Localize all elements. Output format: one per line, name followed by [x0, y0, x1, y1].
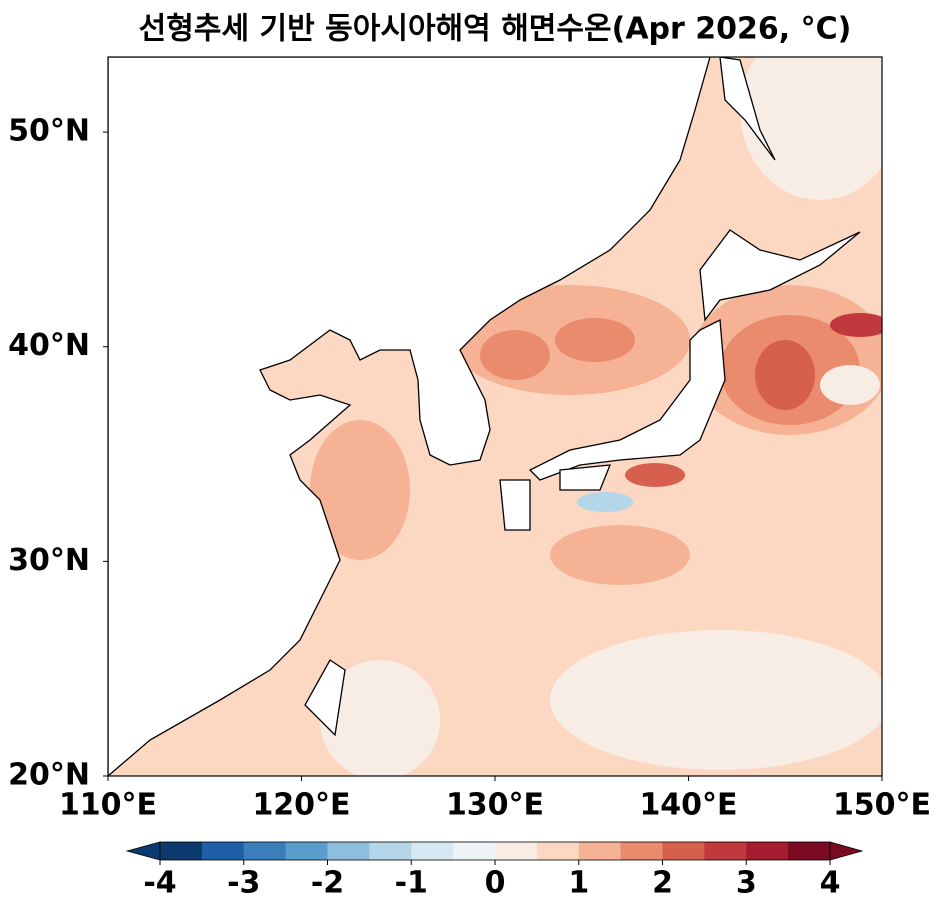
x-tick-label: 140°E	[639, 788, 737, 823]
colorbar-segment	[285, 842, 328, 860]
x-tick-label: 120°E	[252, 788, 350, 823]
colorbar-segment	[495, 842, 538, 860]
y-tick-label: 40°N	[8, 328, 90, 363]
colorbar-tick-label: 2	[652, 866, 673, 901]
sakhalin	[719, 57, 776, 161]
shade	[550, 630, 882, 770]
colorbar-segment	[369, 842, 412, 860]
colorbar-segment	[704, 842, 747, 860]
colorbar-segment	[620, 842, 663, 860]
colorbar-tick-label: -2	[311, 866, 344, 901]
shade	[480, 330, 550, 380]
shade	[310, 420, 410, 560]
kyushu	[499, 479, 531, 531]
hokkaido	[699, 229, 861, 322]
colorbar-segment	[453, 842, 496, 860]
shade	[577, 492, 633, 512]
shade	[320, 660, 440, 776]
colorbar-segment	[788, 842, 831, 860]
colorbar-tick-label: -4	[143, 866, 176, 901]
title: 선형추세 기반 동아시아해역 해면수온(Apr 2026, °C)	[139, 12, 852, 47]
colorbar-extend-low	[125, 841, 161, 861]
x-tick-label: 150°E	[833, 788, 931, 823]
colorbar-tick-label: -1	[395, 866, 428, 901]
colorbar-extend-high	[829, 841, 864, 861]
colorbar-tick-label: 0	[485, 866, 506, 901]
colorbar-segment	[327, 842, 370, 860]
taiwan	[304, 659, 346, 737]
y-tick-label: 50°N	[8, 114, 90, 149]
colorbar-segment	[578, 842, 622, 860]
colorbar-tick-label: -3	[227, 866, 260, 901]
shade	[550, 525, 690, 585]
colorbar-tick-label: 3	[736, 866, 757, 901]
mainland	[108, 57, 711, 776]
map-field	[108, 57, 882, 776]
shikoku	[559, 464, 612, 491]
colorbar-tick-label: 4	[820, 866, 841, 901]
colorbar-segment	[662, 842, 705, 860]
shade	[830, 313, 882, 337]
shade	[755, 340, 815, 410]
x-tick-label: 130°E	[446, 788, 544, 823]
y-tick-label: 30°N	[8, 543, 90, 578]
colorbar-segment	[411, 842, 454, 860]
shade	[625, 463, 685, 487]
colorbar-segment	[536, 842, 580, 860]
y-tick-label: 20°N	[8, 758, 90, 793]
colorbar-segment	[160, 842, 203, 860]
shade	[555, 318, 635, 362]
colorbar-segment	[243, 842, 287, 860]
colorbar-segment	[201, 842, 245, 860]
honshu	[528, 318, 726, 481]
x-tick-label: 110°E	[59, 788, 157, 823]
colorbar-segment	[746, 842, 789, 860]
shade	[740, 57, 882, 200]
shade	[820, 365, 880, 405]
colorbar-tick-label: 1	[568, 866, 589, 901]
